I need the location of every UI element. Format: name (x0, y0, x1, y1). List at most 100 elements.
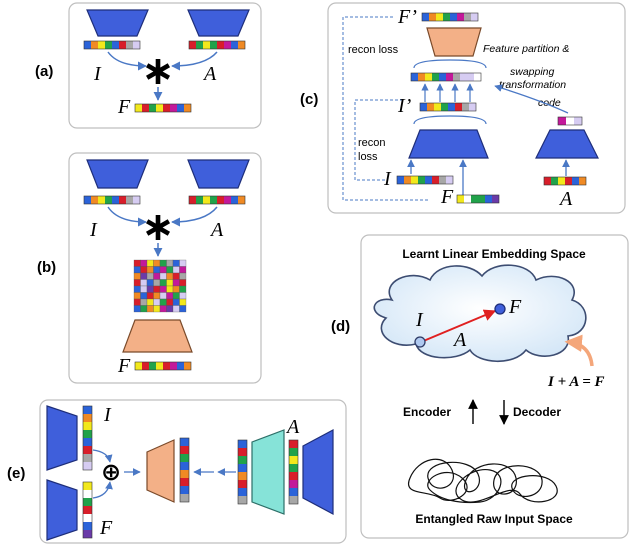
matrix-cell (146, 259, 154, 267)
code-f-vertical (82, 481, 93, 539)
matrix-cell (159, 292, 167, 300)
encoder-left (86, 159, 149, 189)
code-i-prime (419, 102, 477, 112)
code-a (188, 195, 246, 205)
point-i (414, 336, 426, 348)
encoder-top (46, 405, 78, 471)
label-a: A (202, 63, 217, 85)
matrix-cell (153, 266, 161, 274)
recon-loss-left-line2: loss (358, 151, 378, 163)
code-i (83, 195, 141, 205)
matrix-cell (146, 272, 154, 280)
decoder (146, 439, 175, 503)
matrix-cell (166, 298, 174, 306)
code-i (396, 175, 454, 185)
matrix-cell (172, 259, 180, 267)
matrix-cell (140, 305, 148, 313)
matrix-cell (146, 292, 154, 300)
matrix-cell (172, 298, 180, 306)
label-f: F (99, 517, 113, 539)
label-a: A (209, 219, 224, 241)
tangled-scribble (407, 458, 558, 504)
panel-c-frame (327, 2, 626, 214)
matrix-cell (153, 305, 161, 313)
encoder-right (187, 9, 250, 37)
matrix-cell (140, 285, 148, 293)
label-f: F (508, 296, 522, 318)
matrix-cell (179, 266, 187, 274)
matrix-cell (133, 298, 141, 306)
label-f: F (440, 186, 454, 208)
partition-note-line1: Feature partition & (483, 43, 569, 55)
matrix-cell (179, 272, 187, 280)
decoder-label: Decoder (513, 405, 561, 419)
matrix-cell (159, 272, 167, 280)
code-i-vertical (82, 405, 93, 471)
code-right1-vertical (237, 439, 248, 505)
label-i-prime: I’ (397, 95, 412, 117)
matrix-cell (140, 292, 148, 300)
code-i (83, 40, 141, 50)
matrix-cell (166, 272, 174, 280)
label-a: A (285, 416, 300, 438)
code-a-vertical (288, 439, 299, 505)
matrix-cell (159, 298, 167, 306)
matrix-cell (179, 305, 187, 313)
matrix-cell (133, 272, 141, 280)
encoder-label: Encoder (403, 405, 451, 419)
matrix-cell (172, 272, 180, 280)
matrix-cell (140, 266, 148, 274)
label-i: I (93, 63, 102, 85)
matrix-cell (133, 305, 141, 313)
matrix-cell (172, 305, 180, 313)
label-a: A (452, 329, 467, 351)
matrix-cell (179, 292, 187, 300)
matrix-cell (133, 266, 141, 274)
decoder (122, 319, 193, 353)
matrix-cell (133, 279, 141, 287)
encoder-a (535, 129, 599, 159)
matrix-cell (140, 298, 148, 306)
matrix-cell (153, 259, 161, 267)
equation: I + A = F (547, 374, 605, 390)
matrix-cell (159, 279, 167, 287)
matrix-cell (146, 266, 154, 274)
matrix-cell (133, 292, 141, 300)
matrix-cell (159, 266, 167, 274)
symbol-oplus: ⊕ (101, 458, 121, 486)
partition-note-line3: transformation (499, 79, 566, 91)
point-f (494, 303, 506, 315)
matrix-cell (172, 285, 180, 293)
transformation-code (557, 116, 583, 126)
matrix-cell (172, 266, 180, 274)
raw-space-label: Entangled Raw Input Space (415, 512, 573, 526)
code-a (188, 40, 246, 50)
matrix-cell (166, 259, 174, 267)
matrix-cell (153, 279, 161, 287)
embedding-space-title: Learnt Linear Embedding Space (402, 247, 586, 261)
label-f: F (117, 96, 131, 118)
matrix-cell (153, 292, 161, 300)
matrix-cell (166, 292, 174, 300)
encoder-right (302, 429, 334, 515)
partition-note-line2: swapping (510, 66, 555, 78)
symbol-star: ∗ (141, 204, 175, 250)
matrix-cell (179, 259, 187, 267)
matrix-cell (159, 259, 167, 267)
code-a (543, 176, 587, 186)
label-f-prime: F’ (397, 6, 417, 28)
matrix-cell (140, 279, 148, 287)
encoder-left (86, 9, 149, 37)
code-f (134, 361, 192, 371)
partition-note-line4: code (538, 97, 561, 109)
matrix-cell (146, 279, 154, 287)
panel-label-a: (a) (35, 63, 53, 80)
outer-product-matrix (133, 259, 187, 313)
recon-loss-top: recon loss (348, 44, 399, 56)
matrix-cell (140, 259, 148, 267)
label-a: A (558, 188, 573, 210)
matrix-cell (153, 298, 161, 306)
label-i: I (103, 404, 112, 426)
decoder (426, 27, 482, 57)
